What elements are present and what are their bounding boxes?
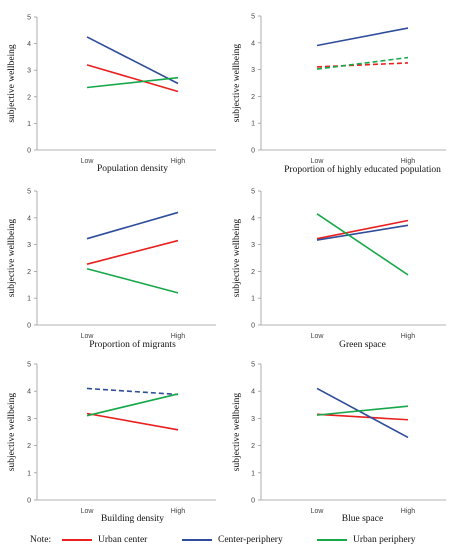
y-tick-label-5-4: 4	[251, 389, 255, 396]
y-tick-label-3-4: 4	[251, 215, 255, 222]
series-line-urban-center-1	[316, 62, 409, 68]
legend: Note: Urban center Center-periphery Urba…	[0, 530, 466, 550]
y-axis-label-0: subjective wellbeing	[7, 44, 17, 123]
y-tick-label-3-1: 1	[251, 296, 255, 303]
y-tick-label-5-1: 1	[251, 470, 255, 477]
x-tick-label-4-0: Low	[81, 508, 95, 515]
y-tick-label-3-0: 0	[251, 323, 255, 330]
y-tick-label-4-5: 5	[27, 362, 31, 369]
y-tick-label-1-0: 0	[251, 148, 255, 155]
legend-label-center-periphery: Center-periphery	[218, 535, 283, 545]
y-tick-label-1-2: 2	[251, 94, 255, 101]
x-tick-label-1-1: High	[401, 158, 416, 165]
legend-item-urban-periphery: Urban periphery	[317, 535, 416, 545]
y-tick-label-2-2: 2	[27, 269, 31, 276]
series-line-urban-center-5	[316, 413, 409, 421]
y-tick-label-5-2: 2	[251, 443, 255, 450]
series-line-center-periphery-0	[86, 36, 179, 85]
y-tick-label-2-5: 5	[27, 189, 31, 196]
x-tick-label-3-1: High	[401, 333, 416, 340]
series-line-urban-center-0	[86, 64, 179, 93]
legend-swatch-urban-periphery	[317, 539, 347, 541]
y-tick-label-4-1: 1	[27, 470, 31, 477]
x-tick-label-0-0: Low	[81, 158, 95, 165]
x-tick-label-5-0: Low	[311, 508, 325, 515]
x-axis-label-3: Green space	[339, 340, 386, 350]
y-tick-label-0-1: 1	[27, 121, 31, 128]
x-axis-label-0: Population density	[97, 164, 168, 174]
x-axis-label-1: Proportion of highly educated population	[284, 164, 441, 175]
y-axis-label-2: subjective wellbeing	[7, 219, 17, 298]
legend-item-urban-center: Urban center	[62, 535, 147, 545]
y-tick-label-1-5: 5	[251, 14, 255, 21]
x-axis-label-5: Blue space	[342, 514, 383, 524]
y-tick-label-2-4: 4	[27, 215, 31, 222]
legend-swatch-center-periphery	[182, 539, 212, 541]
y-tick-label-4-0: 0	[27, 498, 31, 505]
x-tick-label-2-1: High	[171, 333, 186, 340]
y-tick-label-2-0: 0	[27, 323, 31, 330]
legend-label-urban-center: Urban center	[98, 535, 148, 545]
y-tick-label-5-5: 5	[251, 362, 255, 369]
x-tick-label-0-1: High	[171, 158, 186, 165]
x-axis-label-4: Building density	[101, 514, 164, 524]
x-axis-label-2: Proportion of migrants	[89, 339, 176, 350]
y-tick-label-1-4: 4	[251, 40, 255, 47]
y-tick-label-4-2: 2	[27, 443, 31, 450]
y-axis-label-1: subjective wellbeing	[232, 44, 242, 123]
series-line-urban-periphery-2	[86, 267, 179, 294]
series-line-urban-center-4	[86, 412, 179, 431]
y-axis-label-5: subjective wellbeing	[232, 393, 242, 472]
y-tick-label-5-0: 0	[251, 498, 255, 505]
y-axis-label-3: subjective wellbeing	[232, 219, 242, 298]
x-tick-label-3-0: Low	[311, 333, 325, 340]
y-tick-label-3-2: 2	[251, 269, 255, 276]
legend-swatch-urban-center	[62, 539, 92, 541]
series-line-urban-periphery-4	[86, 393, 179, 417]
series-line-urban-periphery-1	[316, 56, 409, 70]
y-axis-label-4: subjective wellbeing	[7, 393, 17, 472]
series-line-center-periphery-1	[316, 27, 409, 47]
x-tick-label-1-0: Low	[311, 158, 325, 165]
y-tick-label-2-3: 3	[27, 242, 31, 249]
legend-item-center-periphery: Center-periphery	[182, 535, 283, 545]
series-line-center-periphery-5	[316, 387, 409, 439]
y-tick-label-0-5: 5	[27, 15, 31, 22]
y-tick-label-5-3: 3	[251, 416, 255, 423]
y-tick-label-3-3: 3	[251, 242, 255, 249]
y-tick-label-4-4: 4	[27, 389, 31, 396]
y-tick-label-1-3: 3	[251, 67, 255, 74]
series-line-urban-periphery-3	[316, 213, 409, 276]
series-line-center-periphery-4	[86, 387, 179, 396]
y-tick-label-4-3: 3	[27, 416, 31, 423]
series-line-urban-center-3	[316, 219, 409, 240]
y-tick-label-2-1: 1	[27, 296, 31, 303]
x-tick-label-4-1: High	[171, 508, 186, 515]
x-tick-label-5-1: High	[401, 508, 416, 515]
y-tick-label-0-2: 2	[27, 94, 31, 101]
x-tick-label-2-0: Low	[81, 333, 95, 340]
legend-note: Note:	[30, 535, 52, 545]
series-line-urban-periphery-0	[86, 76, 179, 89]
series-line-center-periphery-2	[86, 211, 179, 240]
series-line-center-periphery-3	[316, 224, 409, 241]
y-tick-label-0-3: 3	[27, 68, 31, 75]
series-line-urban-center-2	[86, 239, 179, 265]
series-line-urban-periphery-5	[316, 405, 409, 416]
y-tick-label-0-0: 0	[27, 148, 31, 155]
legend-label-urban-periphery: Urban periphery	[353, 535, 416, 545]
y-tick-label-1-1: 1	[251, 121, 255, 128]
y-tick-label-3-5: 5	[251, 189, 255, 196]
y-tick-label-0-4: 4	[27, 41, 31, 48]
